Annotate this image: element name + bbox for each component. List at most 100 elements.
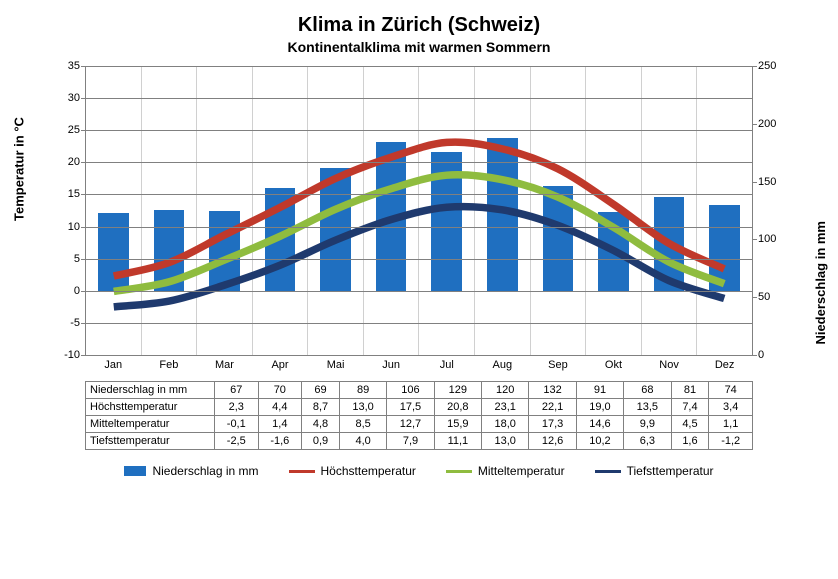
category-column: Aug (475, 66, 531, 355)
data-table: Niederschlag in mm6770698910612912013291… (85, 381, 753, 450)
precip-bar (431, 152, 462, 291)
table-cell: 69 (302, 382, 340, 399)
x-category-label: Jul (419, 355, 474, 371)
table-cell: 106 (387, 382, 434, 399)
legend-swatch-line (289, 470, 315, 473)
legend-item: Höchsttemperatur (289, 464, 416, 478)
precip-bar (709, 205, 740, 291)
ytick-left-label: 15 (50, 188, 86, 200)
table-cell: 89 (339, 382, 386, 399)
table-cell: -1,6 (258, 433, 302, 450)
table-cell: 2,3 (215, 399, 259, 416)
table-cell: 67 (215, 382, 259, 399)
table-cell: 18,0 (482, 416, 529, 433)
category-column: Jul (419, 66, 475, 355)
legend-swatch-line (595, 470, 621, 473)
gridline (86, 130, 752, 131)
x-category-label: Feb (142, 355, 197, 371)
x-category-label: Apr (253, 355, 308, 371)
legend-item: Tiefsttemperatur (595, 464, 714, 478)
table-cell: 4,8 (302, 416, 340, 433)
category-columns: JanFebMarAprMaiJunJulAugSepOktNovDez (86, 66, 752, 355)
gridline (86, 355, 752, 356)
precip-bar (598, 212, 629, 291)
table-cell: -0,1 (215, 416, 259, 433)
precip-bar (376, 142, 407, 291)
table-cell: 19,0 (576, 399, 623, 416)
legend: Niederschlag in mmHöchsttemperaturMittel… (15, 464, 823, 478)
x-category-label: Aug (475, 355, 530, 371)
ytick-left-label: 5 (50, 253, 86, 265)
table-cell: 0,9 (302, 433, 340, 450)
table-cell: 12,7 (387, 416, 434, 433)
x-category-label: Mar (197, 355, 252, 371)
table-cell: 14,6 (576, 416, 623, 433)
ytick-right-label: 250 (752, 60, 788, 72)
table-cell: 23,1 (482, 399, 529, 416)
ytick-right-label: 50 (752, 291, 788, 303)
ytick-left-label: 10 (50, 221, 86, 233)
ytick-left-label: 0 (50, 285, 86, 297)
table-cell: 12,6 (529, 433, 576, 450)
precip-bar (487, 138, 518, 291)
table-cell: 20,8 (434, 399, 481, 416)
table-cell: 15,9 (434, 416, 481, 433)
legend-label: Tiefsttemperatur (627, 464, 714, 478)
legend-swatch-bar (124, 466, 146, 476)
x-category-label: Nov (642, 355, 697, 371)
ytick-left-label: 20 (50, 156, 86, 168)
table-cell: 4,4 (258, 399, 302, 416)
table-cell: 4,0 (339, 433, 386, 450)
gridline (86, 259, 752, 260)
precip-bar (543, 186, 574, 291)
y-axis-right-label: Niederschlag in mm (814, 221, 829, 345)
gridline (86, 98, 752, 99)
table-cell: 10,2 (576, 433, 623, 450)
ytick-right-label: 100 (752, 233, 788, 245)
category-column: Jun (364, 66, 420, 355)
table-cell: 6,3 (624, 433, 671, 450)
table-cell: 120 (482, 382, 529, 399)
table-cell: 13,5 (624, 399, 671, 416)
chart-area: Temperatur in °C Niederschlag in mm JanF… (25, 61, 813, 381)
table-cell: 7,9 (387, 433, 434, 450)
table-cell: 91 (576, 382, 623, 399)
table-cell: 4,5 (671, 416, 709, 433)
table-row: Tiefsttemperatur-2,5-1,60,94,07,911,113,… (86, 433, 753, 450)
table-cell: 68 (624, 382, 671, 399)
category-column: Jan (86, 66, 142, 355)
gridline (86, 227, 752, 228)
ytick-left-label: -10 (50, 349, 86, 361)
category-column: Apr (253, 66, 309, 355)
legend-label: Mitteltemperatur (478, 464, 565, 478)
precip-bar (154, 210, 185, 291)
table-cell: 8,5 (339, 416, 386, 433)
category-column: Sep (531, 66, 587, 355)
precip-bar (265, 188, 296, 291)
x-category-label: Jun (364, 355, 419, 371)
legend-item: Mitteltemperatur (446, 464, 565, 478)
category-column: Dez (697, 66, 752, 355)
ytick-right-label: 0 (752, 349, 788, 361)
x-category-label: Okt (586, 355, 641, 371)
y-axis-left-label: Temperatur in °C (12, 117, 27, 221)
ytick-right-label: 150 (752, 176, 788, 188)
gridline (86, 162, 752, 163)
ytick-left-label: 25 (50, 124, 86, 136)
climate-chart-page: Klima in Zürich (Schweiz) Kontinentalkli… (0, 0, 838, 579)
table-cell: 7,4 (671, 399, 709, 416)
table-cell: -2,5 (215, 433, 259, 450)
x-category-label: Dez (697, 355, 752, 371)
category-column: Mar (197, 66, 253, 355)
precip-bar (209, 211, 240, 291)
ytick-right-label: 200 (752, 118, 788, 130)
table-row-header: Höchsttemperatur (86, 399, 215, 416)
table-cell: 3,4 (709, 399, 753, 416)
category-column: Nov (642, 66, 698, 355)
table-cell: 129 (434, 382, 481, 399)
table-cell: 74 (709, 382, 753, 399)
ytick-left-label: 30 (50, 92, 86, 104)
legend-swatch-line (446, 470, 472, 473)
table-cell: 17,5 (387, 399, 434, 416)
table-cell: 1,1 (709, 416, 753, 433)
